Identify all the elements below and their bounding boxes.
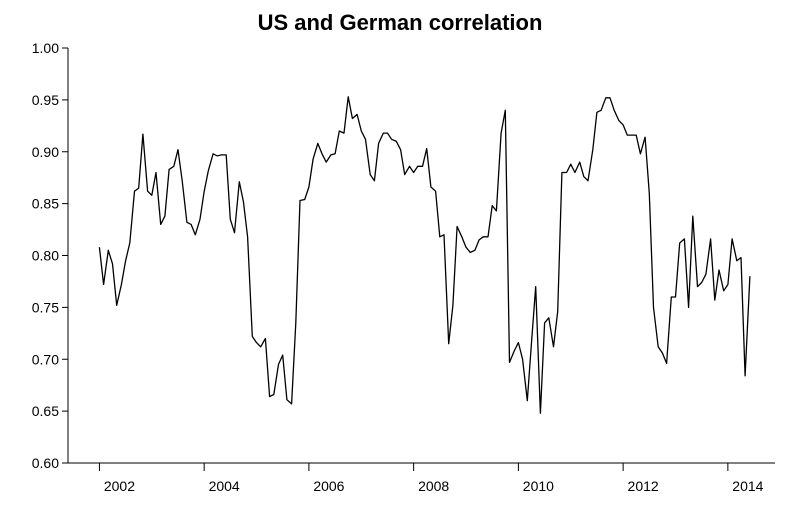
y-tick-label: 0.90 [32, 144, 59, 160]
y-tick-label: 0.85 [32, 196, 59, 212]
y-tick-label: 1.00 [32, 40, 59, 56]
x-tick-label: 2004 [209, 478, 240, 494]
x-tick-label: 2010 [523, 478, 554, 494]
x-tick-label: 2012 [628, 478, 659, 494]
series-group [98, 96, 751, 414]
y-axis: 0.60 0.65 0.70 0.75 0.80 0.85 0.90 0.95 1.00 [32, 40, 68, 471]
x-tick-label: 2002 [104, 478, 135, 494]
series-line [98, 96, 751, 414]
chart-title: US and German correlation [258, 10, 543, 35]
x-tick-label: 2008 [418, 478, 449, 494]
y-tick-label: 0.60 [32, 455, 59, 471]
y-tick-label: 0.95 [32, 92, 59, 108]
x-tick-label: 2006 [313, 478, 344, 494]
y-tick-label: 0.65 [32, 403, 59, 419]
x-axis: 2002 2004 2006 2008 2010 2012 2014 [98, 463, 764, 494]
axes [67, 48, 775, 464]
y-tick-label: 0.80 [32, 248, 59, 264]
x-tick-label: 2014 [732, 478, 763, 494]
y-tick-label: 0.75 [32, 299, 59, 315]
y-tick-label: 0.70 [32, 351, 59, 367]
